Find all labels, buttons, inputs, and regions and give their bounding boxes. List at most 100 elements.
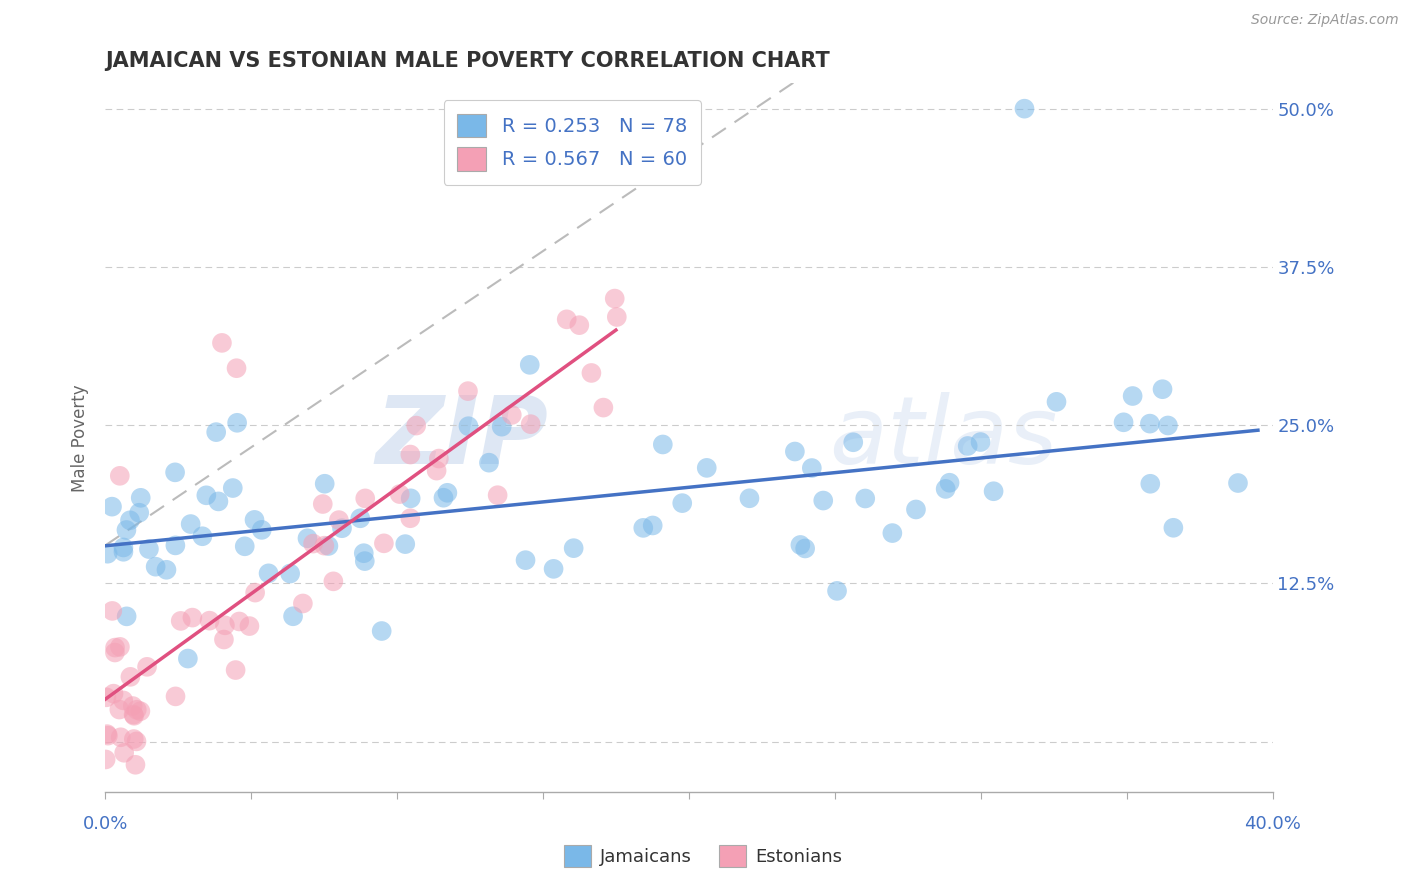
- Point: [641, 518, 664, 533]
- Point: [129, 704, 152, 718]
- Point: [145, 559, 167, 574]
- Point: [399, 448, 422, 462]
- Point: [318, 539, 340, 553]
- Point: [328, 513, 350, 527]
- Point: [581, 366, 603, 380]
- Point: [969, 435, 991, 450]
- Point: [592, 401, 614, 415]
- Point: [108, 702, 131, 716]
- Point: [238, 619, 260, 633]
- Point: [432, 491, 454, 505]
- Point: [825, 583, 848, 598]
- Point: [165, 466, 187, 480]
- Point: [96, 727, 118, 741]
- Point: [211, 335, 233, 350]
- Point: [1157, 418, 1180, 433]
- Point: [370, 624, 392, 638]
- Point: [519, 417, 541, 432]
- Point: [354, 491, 377, 506]
- Y-axis label: Male Poverty: Male Poverty: [72, 384, 89, 491]
- Point: [633, 521, 655, 535]
- Point: [405, 418, 427, 433]
- Point: [1139, 417, 1161, 431]
- Point: [568, 318, 591, 333]
- Point: [457, 384, 479, 398]
- Point: [257, 566, 280, 581]
- Point: [180, 517, 202, 532]
- Point: [399, 491, 422, 506]
- Point: [394, 537, 416, 551]
- Point: [1045, 394, 1067, 409]
- Point: [225, 361, 247, 376]
- Point: [399, 511, 422, 525]
- Text: ZIP: ZIP: [375, 392, 548, 483]
- Point: [177, 651, 200, 665]
- Point: [543, 562, 565, 576]
- Point: [297, 531, 319, 545]
- Point: [118, 513, 141, 527]
- Point: [122, 732, 145, 747]
- Point: [388, 487, 411, 501]
- Text: 0.0%: 0.0%: [83, 815, 128, 833]
- Point: [515, 553, 537, 567]
- Point: [1122, 389, 1144, 403]
- Point: [314, 476, 336, 491]
- Text: atlas: atlas: [830, 392, 1057, 483]
- Point: [181, 610, 204, 624]
- Point: [800, 461, 823, 475]
- Point: [281, 609, 304, 624]
- Point: [243, 513, 266, 527]
- Point: [322, 574, 344, 589]
- Point: [212, 632, 235, 647]
- Point: [110, 731, 132, 745]
- Text: JAMAICAN VS ESTONIAN MALE POVERTY CORRELATION CHART: JAMAICAN VS ESTONIAN MALE POVERTY CORREL…: [105, 51, 830, 70]
- Point: [138, 542, 160, 557]
- Point: [128, 506, 150, 520]
- Point: [170, 614, 193, 628]
- Point: [486, 488, 509, 502]
- Point: [651, 437, 673, 451]
- Point: [882, 526, 904, 541]
- Point: [115, 523, 138, 537]
- Point: [191, 529, 214, 543]
- Point: [112, 545, 135, 559]
- Point: [1014, 102, 1036, 116]
- Point: [214, 618, 236, 632]
- Point: [353, 554, 375, 568]
- Point: [136, 660, 159, 674]
- Point: [121, 699, 143, 714]
- Point: [794, 541, 817, 556]
- Point: [155, 563, 177, 577]
- Point: [314, 539, 336, 553]
- Point: [108, 640, 131, 654]
- Point: [956, 439, 979, 453]
- Point: [671, 496, 693, 510]
- Point: [789, 538, 811, 552]
- Point: [478, 456, 501, 470]
- Point: [330, 521, 353, 535]
- Point: [243, 585, 266, 599]
- Point: [112, 693, 135, 707]
- Point: [278, 566, 301, 581]
- Point: [115, 609, 138, 624]
- Legend: R = 0.253   N = 78, R = 0.567   N = 60: R = 0.253 N = 78, R = 0.567 N = 60: [443, 100, 700, 185]
- Point: [935, 482, 957, 496]
- Point: [108, 468, 131, 483]
- Point: [125, 734, 148, 748]
- Point: [427, 451, 450, 466]
- Legend: Jamaicans, Estonians: Jamaicans, Estonians: [557, 838, 849, 874]
- Point: [195, 488, 218, 502]
- Point: [491, 419, 513, 434]
- Point: [436, 485, 458, 500]
- Point: [606, 310, 628, 324]
- Point: [120, 670, 142, 684]
- Point: [97, 729, 120, 743]
- Point: [103, 687, 125, 701]
- Point: [101, 500, 124, 514]
- Point: [104, 640, 127, 655]
- Point: [122, 708, 145, 723]
- Point: [938, 475, 960, 490]
- Point: [205, 425, 228, 439]
- Point: [226, 416, 249, 430]
- Point: [97, 547, 120, 561]
